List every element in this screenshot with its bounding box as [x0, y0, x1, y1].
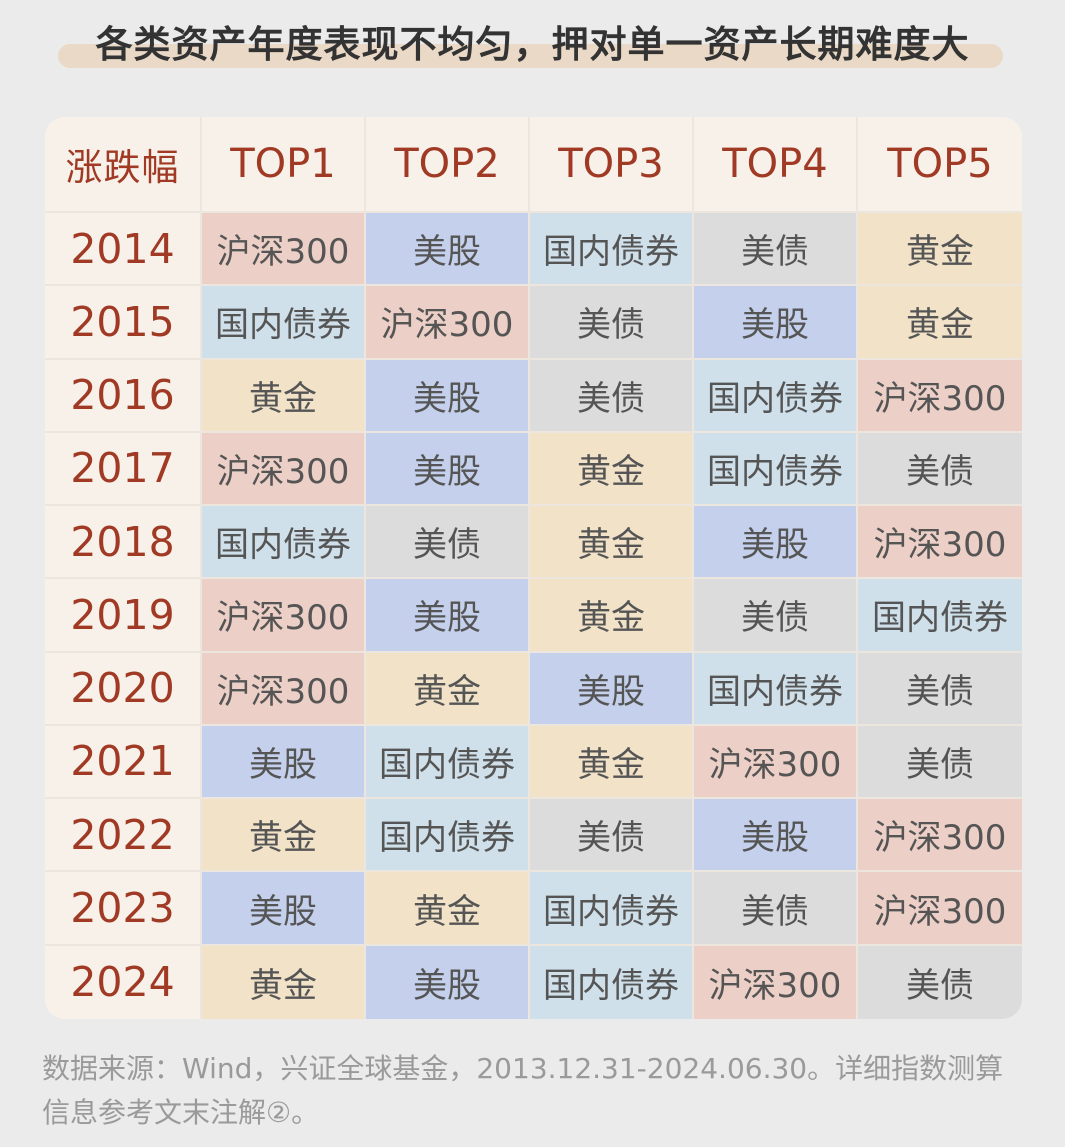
- asset-cell: 美债: [530, 359, 694, 433]
- asset-cell: 黄金: [530, 579, 694, 653]
- asset-cell: 国内债券: [366, 725, 530, 800]
- asset-cell: 美股: [694, 286, 858, 360]
- asset-cell: 黄金: [530, 432, 694, 507]
- asset-cell: 美股: [202, 872, 366, 946]
- asset-cell: 国内债券: [366, 799, 530, 873]
- asset-cell: 美债: [858, 432, 1022, 507]
- asset-cell: 沪深300: [202, 579, 366, 653]
- year-cell: 2016: [45, 359, 202, 433]
- asset-cell: 国内债券: [202, 506, 366, 580]
- asset-cell: 黄金: [202, 799, 366, 873]
- asset-cell: 沪深300: [366, 286, 530, 360]
- header-change-label: 涨跌幅: [45, 117, 202, 213]
- asset-cell: 沪深300: [202, 432, 366, 507]
- year-cell: 2023: [45, 872, 202, 946]
- source-note: 数据来源：Wind，兴证全球基金，2013.12.31-2024.06.30。详…: [42, 1047, 1032, 1135]
- year-cell: 2018: [45, 506, 202, 580]
- year-cell: 2022: [45, 799, 202, 873]
- year-cell: 2015: [45, 286, 202, 360]
- asset-ranking-table: 涨跌幅 TOP1 TOP2 TOP3 TOP4 TOP5 2014 沪深300 美股 国内债券美…: [45, 117, 1022, 1019]
- table-row: 2014 沪深300 美股 国内债券 美债 黄金: [45, 213, 1022, 287]
- asset-cell: 沪深300: [858, 799, 1022, 873]
- source-note-line-2: 信息参考文末注解②。: [42, 1096, 320, 1129]
- asset-cell: 国内债券: [530, 945, 694, 1019]
- asset-cell: 国内债券: [530, 213, 694, 287]
- asset-cell: 美债: [366, 506, 530, 580]
- asset-cell: 沪深300: [202, 213, 366, 287]
- table-row: 2018 国内债券 美债 黄金 美股 沪深300: [45, 506, 1022, 580]
- source-note-line-1: 数据来源：Wind，兴证全球基金，2013.12.31-2024.06.30。详…: [42, 1052, 1004, 1085]
- asset-cell: 美股: [694, 799, 858, 873]
- asset-cell: 黄金: [858, 286, 1022, 360]
- asset-cell: 沪深300: [694, 945, 858, 1019]
- table-row: 2017 沪深300 美股 黄金 国内债券 美债: [45, 432, 1022, 507]
- asset-cell: 美股: [366, 579, 530, 653]
- asset-cell: 黄金: [366, 872, 530, 946]
- asset-cell: 美债: [858, 945, 1022, 1019]
- header-rank-2: TOP2: [366, 117, 530, 213]
- chart-title: 各类资产年度表现不均匀，押对单一资产长期难度大: [95, 23, 970, 66]
- asset-cell: 美股: [530, 652, 694, 726]
- asset-cell: 沪深300: [202, 652, 366, 726]
- year-cell: 2014: [45, 213, 202, 287]
- asset-cell: 美债: [694, 872, 858, 946]
- table-row: 2023 美股 黄金 国内债券 美债 沪深300: [45, 872, 1022, 946]
- asset-cell: 国内债券: [530, 872, 694, 946]
- ranking-table-container: 涨跌幅 TOP1 TOP2 TOP3 TOP4 TOP5 2014 沪深300 美股 国内债券美…: [45, 117, 1022, 1019]
- year-cell: 2020: [45, 652, 202, 726]
- asset-cell: 国内债券: [202, 286, 366, 360]
- asset-cell: 美债: [694, 579, 858, 653]
- asset-cell: 沪深300: [858, 872, 1022, 946]
- asset-cell: 美债: [858, 725, 1022, 800]
- asset-cell: 美股: [366, 432, 530, 507]
- asset-cell: 黄金: [366, 652, 530, 726]
- year-cell: 2019: [45, 579, 202, 653]
- asset-cell: 黄金: [202, 945, 366, 1019]
- asset-cell: 美股: [202, 725, 366, 800]
- asset-cell: 国内债券: [858, 579, 1022, 653]
- asset-cell: 美债: [530, 799, 694, 873]
- title-highlight: [58, 44, 1003, 68]
- table-row: 2019 沪深300 美股 黄金 美债 国内债券: [45, 579, 1022, 653]
- asset-cell: 黄金: [202, 359, 366, 433]
- table-row: 2020 沪深300 黄金 美股 国内债券 美债: [45, 652, 1022, 726]
- asset-cell: 美股: [366, 359, 530, 433]
- asset-cell: 国内债券: [694, 359, 858, 433]
- year-cell: 2024: [45, 945, 202, 1019]
- asset-cell: 黄金: [858, 213, 1022, 287]
- table-row: 2024 黄金 美股 国内债券 沪深300 美债: [45, 945, 1022, 1019]
- asset-cell: 美股: [366, 945, 530, 1019]
- table-row: 2021 美股 国内债券 黄金 沪深300 美债: [45, 725, 1022, 800]
- asset-cell: 美股: [366, 213, 530, 287]
- year-cell: 2017: [45, 432, 202, 507]
- table-row: 2022 黄金 国内债券 美债 美股 沪深300: [45, 799, 1022, 873]
- asset-cell: 沪深300: [694, 725, 858, 800]
- header-rank-1: TOP1: [202, 117, 366, 213]
- asset-cell: 黄金: [530, 506, 694, 580]
- asset-cell: 黄金: [530, 725, 694, 800]
- table-body: 2014 沪深300 美股 国内债券 美债 黄金 2015 国内债券 沪深300 美债 美股 黄金 20…: [45, 213, 1022, 1019]
- header-rank-5: TOP5: [858, 117, 1022, 213]
- asset-cell: 沪深300: [858, 506, 1022, 580]
- year-cell: 2021: [45, 725, 202, 800]
- asset-cell: 沪深300: [858, 359, 1022, 433]
- asset-cell: 美债: [858, 652, 1022, 726]
- header-rank-4: TOP4: [694, 117, 858, 213]
- table-row: 2015 国内债券 沪深300 美债 美股 黄金: [45, 286, 1022, 360]
- table-header-row: 涨跌幅 TOP1 TOP2 TOP3 TOP4 TOP5: [45, 117, 1022, 213]
- header-rank-3: TOP3: [530, 117, 694, 213]
- asset-cell: 国内债券: [694, 432, 858, 507]
- asset-cell: 国内债券: [694, 652, 858, 726]
- asset-cell: 美股: [694, 506, 858, 580]
- asset-cell: 美债: [694, 213, 858, 287]
- table-row: 2016 黄金 美股 美债 国内债券 沪深300: [45, 359, 1022, 433]
- asset-cell: 美债: [530, 286, 694, 360]
